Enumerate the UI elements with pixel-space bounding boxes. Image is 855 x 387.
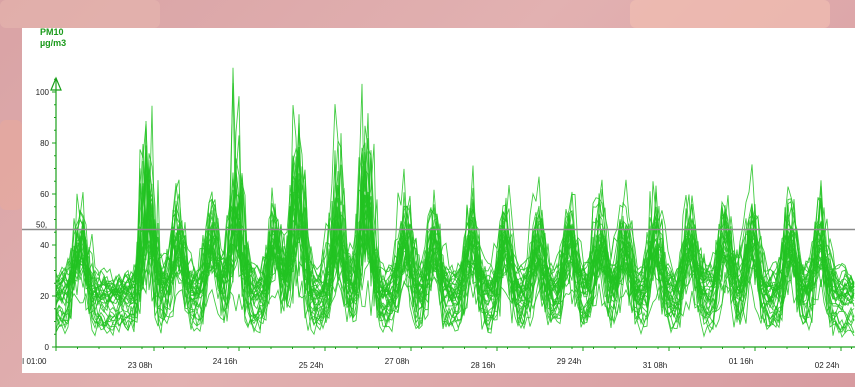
x-tick-label: 01 16h <box>729 357 753 366</box>
series-line <box>55 167 855 306</box>
y-unit-label: PM10 <box>40 27 64 37</box>
x-tick-label: 25 24h <box>299 361 323 370</box>
series-line <box>55 194 855 312</box>
x-tick-label: 28 16h <box>471 361 495 370</box>
y-tick-label: 0 <box>45 343 50 352</box>
y-axis-arrow <box>50 76 62 91</box>
y-unit-label: µg/m3 <box>40 38 66 48</box>
series-line <box>55 153 855 337</box>
y-tick-label: 40 <box>40 241 49 250</box>
series-line <box>55 253 855 328</box>
background-blob <box>630 0 830 28</box>
series-line <box>55 147 855 334</box>
series-group <box>55 67 855 339</box>
x-tick-label: 31 08h <box>643 361 667 370</box>
limit-line-label: 50, <box>36 221 47 230</box>
x-tick-label: I 01:00 <box>22 357 47 366</box>
x-tick-label: 23 08h <box>128 361 152 370</box>
x-tick-label: 24 16h <box>213 357 237 366</box>
x-tick-label: 29 24h <box>557 357 581 366</box>
y-tick-label: 20 <box>40 292 49 301</box>
y-tick-label: 60 <box>40 190 49 199</box>
background-blob <box>0 0 160 28</box>
x-ticks: I 01:00 23 08h 24 16h 25 24h 27 08h 28 16h 29 … <box>22 347 852 370</box>
series-line <box>55 145 855 294</box>
x-tick-label: 27 08h <box>385 357 409 366</box>
x-tick-label: 02 24h <box>815 361 839 370</box>
series-line <box>55 146 855 307</box>
y-tick-label: 100 <box>36 88 50 97</box>
y-ticks: 0 20 40 60 80 100 <box>36 78 56 352</box>
y-tick-label: 80 <box>40 139 49 148</box>
background-blob <box>0 120 22 210</box>
